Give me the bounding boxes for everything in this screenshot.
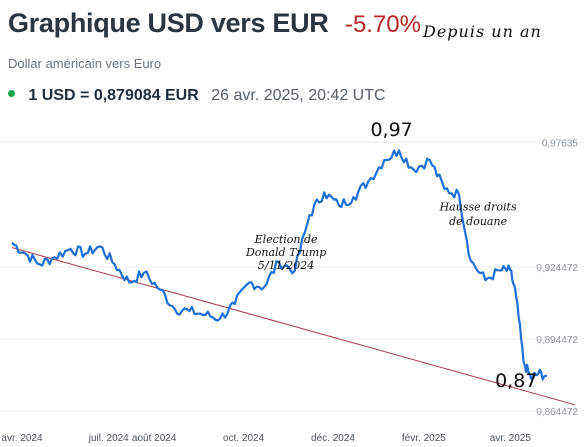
x-tick-label: avr. 2024: [1, 433, 43, 444]
x-tick-label: oct. 2024: [223, 433, 265, 444]
chart-annotation: de douane: [449, 215, 507, 228]
x-tick-label: juil. 2024: [88, 433, 129, 444]
page-title: Graphique USD vers EUR: [8, 8, 329, 38]
x-tick-label: févr. 2025: [402, 433, 446, 444]
chart-annotation: 5/11/2024: [258, 259, 314, 272]
y-tick-label: 0,894472: [536, 335, 578, 346]
x-tick-label: août 2024: [132, 433, 177, 444]
rate-timestamp: 26 avr. 2025, 20:42 UTC: [211, 87, 386, 104]
period-handwritten-note: Depuis un an: [423, 22, 542, 41]
chart-header: Graphique USD vers EUR -5.70%: [8, 8, 421, 44]
change-badge: -5.70%: [344, 11, 421, 38]
x-tick-label: déc. 2024: [311, 433, 355, 444]
y-tick-label: 0,864472: [536, 407, 578, 418]
trendline: [11, 247, 576, 406]
current-rate: 1 USD = 0,879084 EUR: [28, 87, 199, 104]
y-tick-label: 0,924472: [536, 263, 578, 274]
y-tick-label: 0,97635: [542, 138, 579, 149]
price-line: [11, 149, 547, 381]
live-rate-row: 1 USD = 0,879084 EUR 26 avr. 2025, 20:42…: [8, 87, 386, 105]
page-subtitle: Dollar américain vers Euro: [8, 56, 162, 71]
x-tick-label: avr. 2025: [490, 433, 532, 444]
chart-annotation: Election de: [254, 233, 318, 246]
chart-annotation: 0,97: [370, 119, 412, 141]
chart-annotation: Hausse droits: [439, 200, 517, 213]
chart-annotation: 0,87: [495, 370, 537, 392]
live-status-dot-icon: [8, 90, 15, 98]
chart-annotation: Donald Trump: [245, 246, 326, 259]
